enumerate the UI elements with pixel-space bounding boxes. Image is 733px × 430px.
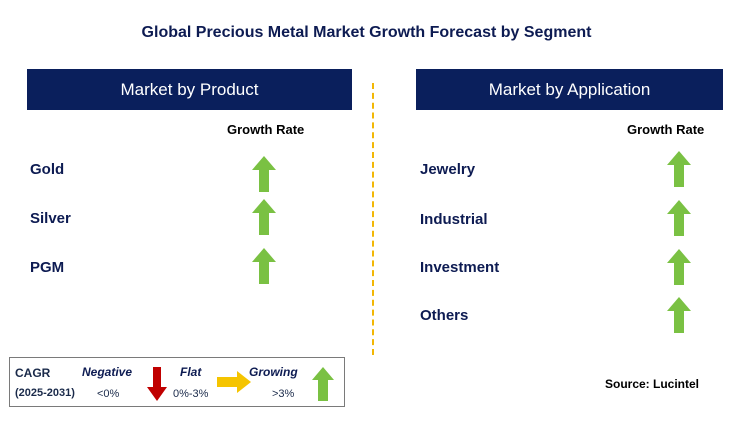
up-arrow-icon bbox=[252, 156, 276, 192]
product-item-label: Gold bbox=[30, 161, 65, 178]
product-item-label: Silver bbox=[30, 210, 71, 227]
up-arrow-icon bbox=[312, 367, 334, 401]
panel-divider bbox=[372, 83, 374, 355]
growing-label: Growing bbox=[249, 365, 298, 379]
product-item-label: PGM bbox=[30, 259, 65, 276]
up-arrow-icon bbox=[667, 200, 691, 236]
application-growth-rate-heading: Growth Rate bbox=[627, 122, 705, 137]
cagr-years-label: (2025-2031) bbox=[15, 387, 75, 399]
application-item-label: Jewelry bbox=[420, 161, 476, 178]
application-item-label: Others bbox=[420, 307, 469, 324]
up-arrow-icon bbox=[667, 297, 691, 333]
right-arrow-icon bbox=[217, 371, 251, 393]
up-arrow-icon bbox=[667, 249, 691, 285]
application-panel-header: Market by Application bbox=[416, 69, 723, 110]
application-item-label: Investment bbox=[420, 259, 500, 276]
growing-range: >3% bbox=[272, 388, 295, 400]
product-growth-rate-heading: Growth Rate bbox=[227, 122, 305, 137]
up-arrow-icon bbox=[252, 199, 276, 235]
cagr-legend: CAGR (2025-2031) Negative <0% Flat 0%-3%… bbox=[9, 357, 345, 407]
flat-label: Flat bbox=[180, 365, 202, 379]
up-arrow-icon bbox=[252, 248, 276, 284]
product-panel-header: Market by Product bbox=[27, 69, 352, 110]
down-arrow-icon bbox=[147, 367, 167, 401]
cagr-label: CAGR bbox=[15, 366, 51, 380]
negative-range: <0% bbox=[97, 388, 120, 400]
application-item-label: Industrial bbox=[420, 211, 488, 228]
flat-range: 0%-3% bbox=[173, 388, 209, 400]
source-note: Source: Lucintel bbox=[605, 377, 700, 391]
page-title: Global Precious Metal Market Growth Fore… bbox=[141, 24, 592, 41]
negative-label: Negative bbox=[82, 365, 133, 379]
up-arrow-icon bbox=[667, 151, 691, 187]
